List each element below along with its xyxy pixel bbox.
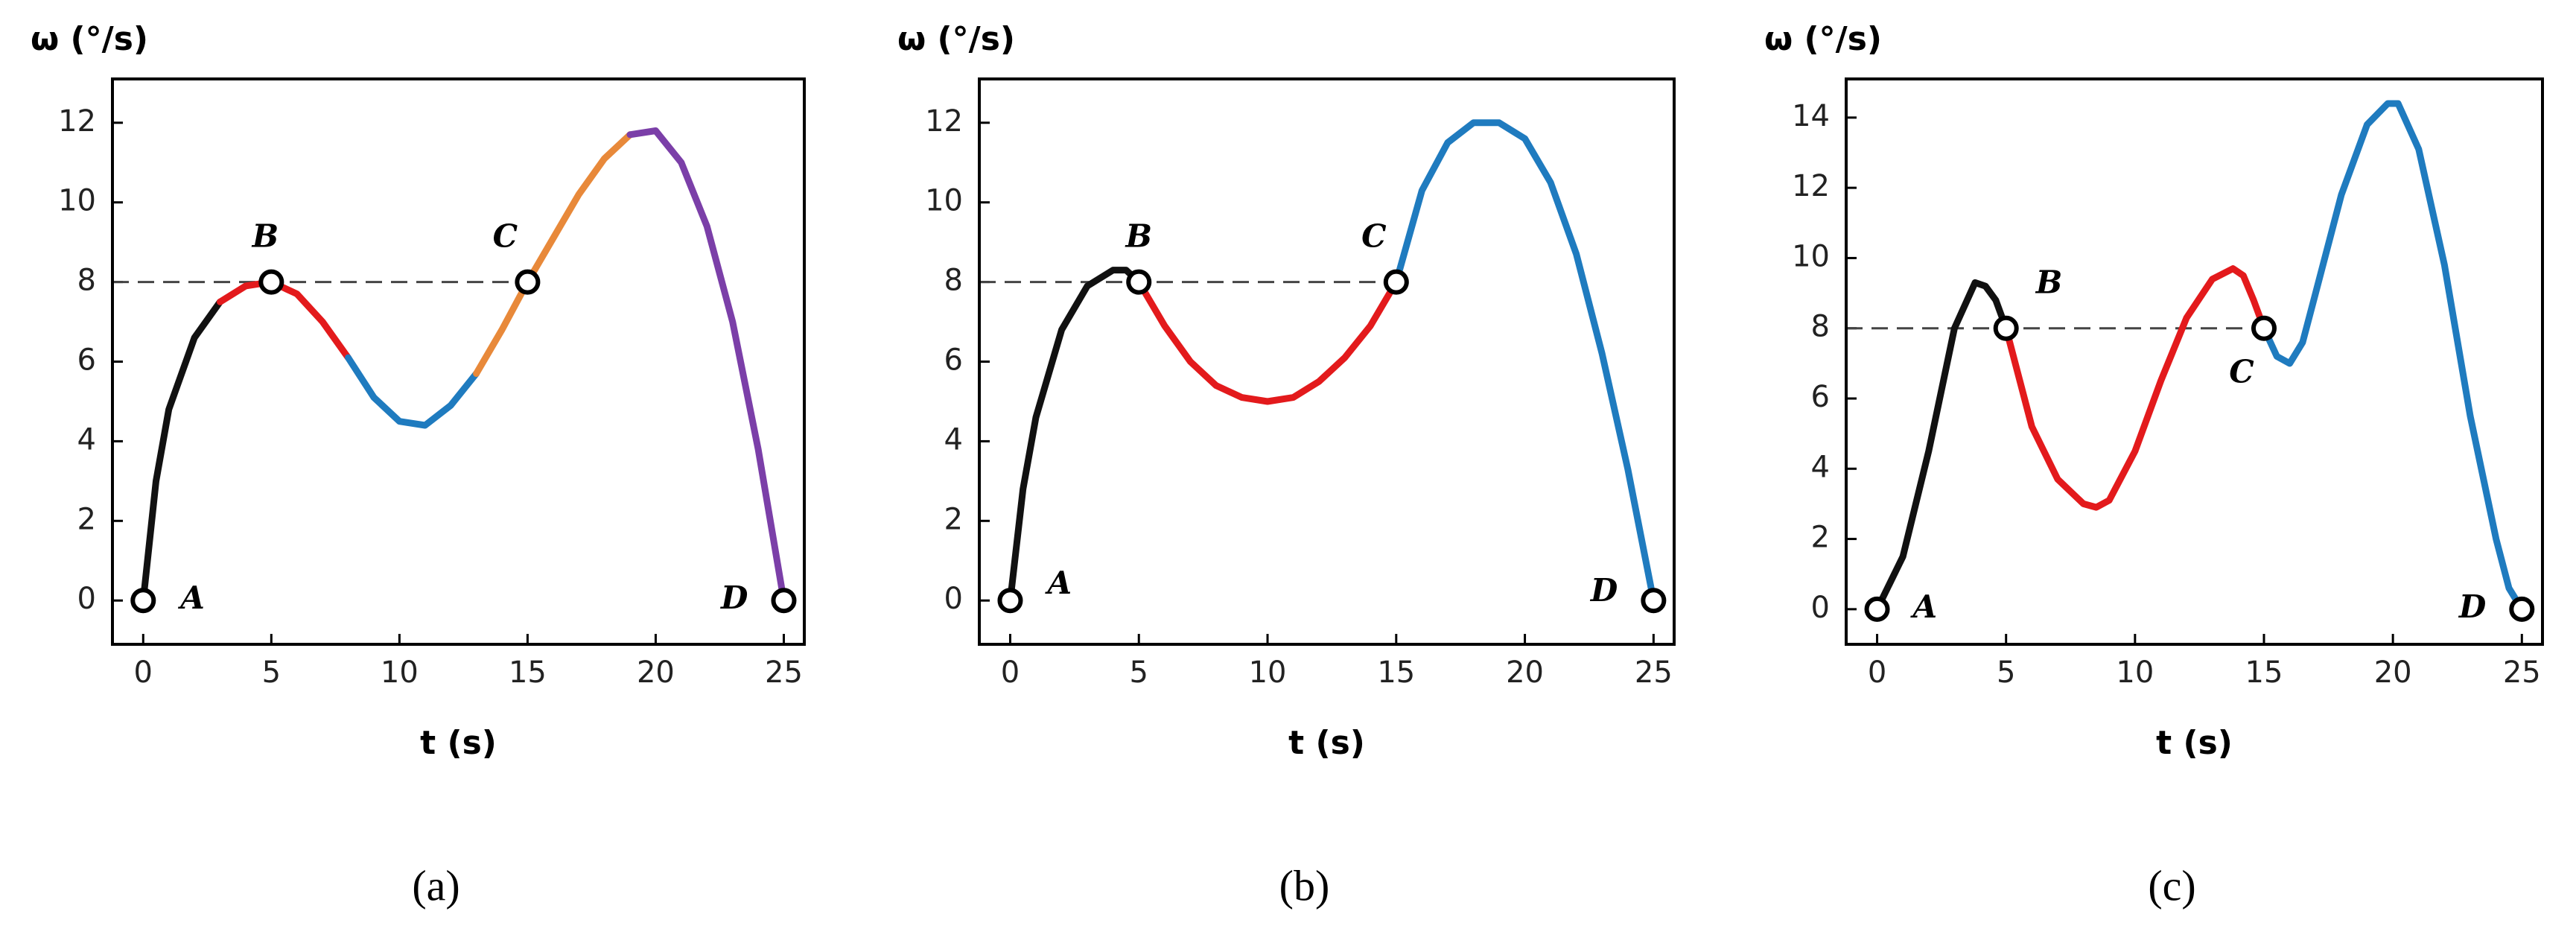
x-axis-label: t (s): [2156, 724, 2233, 762]
point-label: B: [2035, 264, 2063, 301]
y-tick-label: 2: [944, 502, 963, 536]
point-marker: [1126, 269, 1152, 295]
panel-caption: (a): [412, 861, 459, 909]
point-label: B: [1125, 218, 1152, 255]
x-tick-label: 20: [637, 655, 675, 690]
panel: 0 5 10 15 20 25 0 2 4 6 8 10 12 14 A B C Dω (°/s) t (s) (c): [1764, 20, 2544, 909]
panel-caption: (b): [1279, 861, 1330, 909]
y-tick-label: 12: [1792, 169, 1830, 203]
point-label: D: [2458, 588, 2487, 625]
x-tick-label: 5: [1997, 655, 2015, 690]
y-tick-label: 2: [77, 502, 96, 536]
y-tick-label: 14: [1792, 99, 1830, 133]
point-marker: [1993, 315, 2019, 341]
line-segment: [2260, 100, 2525, 613]
x-tick-label: 0: [134, 655, 153, 690]
plot-frame: [111, 77, 806, 646]
y-axis-label: ω (°/s): [1764, 20, 1882, 58]
x-axis-label: t (s): [1288, 724, 1365, 762]
y-tick-label: 0: [1811, 591, 1830, 625]
line-segment: [139, 298, 223, 604]
x-tick-label: 25: [765, 655, 803, 690]
y-tick-label: 4: [77, 422, 96, 457]
point-marker: [515, 269, 541, 295]
line-segment: [473, 131, 634, 377]
point-marker: [130, 588, 156, 614]
y-tick-label: 8: [944, 264, 963, 298]
y-tick-label: 10: [1792, 239, 1830, 273]
point-label: D: [1590, 572, 1618, 609]
line-segment: [2003, 265, 2268, 511]
x-tick-label: 20: [2374, 655, 2412, 690]
point-label: A: [1910, 588, 1938, 625]
x-tick-label: 10: [1249, 655, 1287, 690]
plot-frame: [978, 77, 1676, 646]
y-tick-label: 8: [1811, 310, 1830, 344]
x-tick-label: 10: [2116, 655, 2154, 690]
x-tick-label: 20: [1506, 655, 1544, 690]
x-tick-label: 5: [1130, 655, 1148, 690]
plot-frame: [1845, 77, 2544, 646]
point-marker: [2251, 315, 2277, 341]
y-tick-label: 4: [944, 422, 963, 457]
point-label: B: [252, 218, 279, 255]
y-axis-label: ω (°/s): [31, 20, 148, 58]
point-marker: [258, 269, 284, 295]
line-segment: [1007, 267, 1142, 604]
y-tick-label: 6: [944, 343, 963, 378]
x-tick-label: 15: [2245, 655, 2283, 690]
x-tick-label: 25: [1635, 655, 1673, 690]
y-tick-label: 12: [58, 104, 96, 139]
point-label: C: [2229, 354, 2254, 390]
point-marker: [2509, 596, 2535, 622]
y-tick-label: 6: [77, 343, 96, 378]
y-tick-label: 6: [1811, 380, 1830, 414]
point-label: D: [720, 580, 748, 616]
x-tick-label: 0: [1001, 655, 1020, 690]
y-tick-label: 0: [944, 582, 963, 616]
y-tick-label: 2: [1811, 521, 1830, 555]
point-label: C: [493, 218, 518, 255]
point-label: A: [177, 580, 205, 616]
y-tick-label: 4: [1811, 450, 1830, 484]
x-tick-label: 25: [2503, 655, 2541, 690]
point-marker: [1641, 588, 1667, 614]
panel: 0 5 10 15 20 25 0 2 4 6 8 10 12 A B C Dω (°/s) t (s) (b): [897, 20, 1676, 909]
y-tick-label: 12: [925, 104, 963, 139]
line-segment: [1393, 119, 1657, 604]
y-tick-label: 10: [58, 184, 96, 218]
panel-caption: (c): [2148, 861, 2195, 909]
point-marker: [1864, 596, 1890, 622]
x-tick-label: 5: [262, 655, 281, 690]
y-tick-label: 8: [77, 264, 96, 298]
x-tick-label: 15: [1377, 655, 1415, 690]
x-tick-label: 10: [381, 655, 419, 690]
point-marker: [771, 588, 797, 614]
point-label: A: [1044, 565, 1072, 601]
y-tick-label: 0: [77, 582, 96, 616]
line-segment: [1135, 279, 1400, 405]
line-segment: [345, 354, 480, 429]
point-marker: [997, 588, 1023, 614]
line-segment: [217, 279, 352, 361]
line-segment: [1874, 279, 2010, 613]
x-axis-label: t (s): [420, 724, 497, 762]
y-tick-label: 10: [925, 184, 963, 218]
line-segment: [626, 127, 787, 604]
panel: 0 5 10 15 20 25 0 2 4 6 8 10 12 A B C Dω (°/s) t (s) (a): [31, 20, 806, 909]
point-label: C: [1361, 218, 1387, 255]
point-marker: [1383, 269, 1409, 295]
x-tick-label: 0: [1868, 655, 1886, 690]
x-tick-label: 15: [509, 655, 547, 690]
y-axis-label: ω (°/s): [897, 20, 1015, 58]
